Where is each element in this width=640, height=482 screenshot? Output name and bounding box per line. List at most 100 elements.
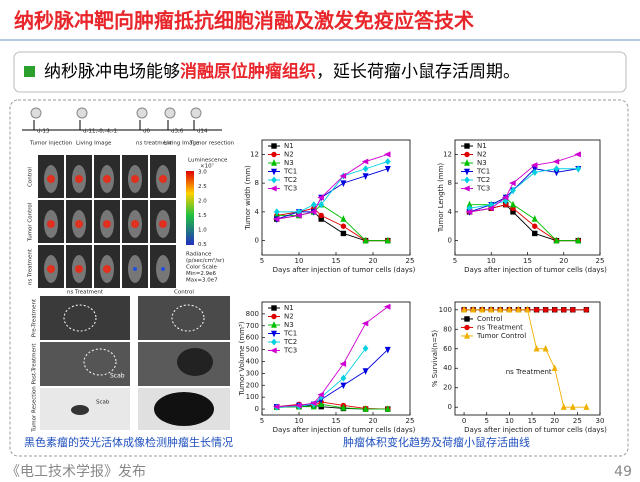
signal — [161, 267, 165, 271]
legend-label: TC1 — [283, 168, 297, 176]
legend-label: TC3 — [476, 185, 490, 193]
x-tick-label: 25 — [573, 417, 582, 425]
marker — [271, 151, 277, 158]
timeline-icon — [164, 107, 176, 119]
marker — [501, 194, 509, 201]
signal — [133, 267, 137, 271]
timeline-icon — [190, 107, 202, 119]
marker — [339, 172, 347, 179]
marker — [317, 391, 324, 398]
photo — [138, 296, 230, 340]
marker — [464, 316, 470, 322]
column-label: ns Treatment — [67, 290, 104, 296]
legend-label: TC2 — [476, 176, 490, 184]
marker — [383, 303, 391, 310]
colorbar-tick: 1.0 — [198, 228, 207, 234]
timeline-icon — [76, 107, 88, 119]
marker — [532, 223, 538, 229]
colorbar-unit: ×10⁷ — [200, 163, 214, 170]
plot-frame — [454, 301, 601, 416]
colorbar-tick: 1.5 — [198, 213, 207, 219]
signal — [159, 220, 167, 228]
colorbar-note: Min=2.9e6 — [186, 271, 216, 277]
marker — [317, 194, 324, 201]
marker — [510, 200, 516, 208]
x-tick-label: 15 — [528, 417, 537, 425]
y-tick-label: 80 — [443, 325, 452, 333]
y-tick-label: 100 — [246, 393, 259, 401]
signal — [131, 220, 139, 228]
annotation: ns Treatment — [506, 368, 552, 376]
marker — [362, 236, 369, 244]
x-tick-label: 5 — [260, 257, 264, 265]
marker — [542, 344, 549, 352]
legend-label: TC2 — [283, 176, 297, 184]
legend-label: N3 — [284, 159, 294, 167]
marker — [318, 400, 325, 407]
x-tick-label: 20 — [550, 417, 559, 425]
timeline-event: Tumor resection — [189, 141, 235, 147]
marker — [524, 305, 531, 313]
marker — [384, 158, 391, 166]
timeline-event: ns treatment — [136, 141, 173, 147]
marker — [295, 402, 302, 409]
colorbar-note: Color Scale — [186, 265, 218, 271]
timeline-day: d-11,-8,-4,-1 — [83, 129, 117, 135]
x-tick-label: 15 — [332, 417, 341, 425]
legend-label: TC1 — [283, 330, 297, 338]
tumor — [154, 392, 214, 426]
marker — [339, 360, 347, 367]
marker — [384, 346, 391, 354]
column-label: Control — [174, 290, 194, 296]
y-tick-label: 4 — [448, 208, 453, 216]
x-tick-label: 10 — [295, 257, 304, 265]
signal — [47, 175, 55, 183]
timeline-icon — [30, 107, 42, 119]
y-tick-label: 12 — [250, 150, 259, 158]
legend-label: N3 — [284, 321, 294, 329]
chart: 5 10 15 20 25 0 100 200 300 400 500 600 700 800 Days a… — [238, 301, 416, 434]
signal — [75, 220, 83, 228]
legend-label: TC1 — [476, 168, 490, 176]
marker — [271, 313, 277, 320]
y-tick-label: 20 — [443, 384, 452, 392]
marker — [384, 236, 391, 244]
y-axis-label: Tumor Length (mm) — [437, 163, 445, 234]
marker — [464, 324, 470, 331]
x-tick-label: 15 — [523, 257, 532, 265]
marker — [510, 186, 516, 194]
marker — [515, 305, 522, 313]
signal — [103, 265, 111, 273]
marker — [271, 159, 277, 166]
marker — [553, 236, 560, 244]
y-tick-label: 600 — [246, 334, 259, 342]
marker — [340, 374, 347, 382]
marker — [295, 212, 302, 219]
x-tick-label: 25 — [406, 417, 415, 425]
signal — [75, 265, 83, 273]
marker — [340, 223, 347, 229]
marker — [271, 143, 277, 149]
marker — [465, 208, 473, 215]
timeline-day: d14 — [197, 129, 208, 135]
row-label: Post-Treatment — [32, 343, 38, 385]
legend-label: N2 — [477, 151, 487, 159]
note: Scab — [110, 373, 125, 380]
marker — [530, 162, 538, 169]
bullet-part: ，延长荷瘤小鼠存活周期。 — [316, 62, 520, 82]
marker — [463, 185, 470, 192]
legend-label: TC3 — [283, 185, 297, 193]
circle-mark — [63, 304, 97, 332]
circle-mark — [171, 304, 205, 332]
y-tick-label: 400 — [246, 357, 259, 365]
marker — [506, 305, 513, 313]
y-tick-label: 200 — [246, 381, 259, 389]
legend-label: Control — [477, 315, 502, 323]
marker — [470, 305, 477, 313]
bullet-icon — [24, 66, 35, 77]
x-axis-label: Days after injection of tumor cells (day… — [273, 426, 416, 434]
legend-label: N3 — [477, 159, 487, 167]
legend-label: N1 — [284, 304, 294, 312]
legend-label: N2 — [284, 151, 294, 159]
